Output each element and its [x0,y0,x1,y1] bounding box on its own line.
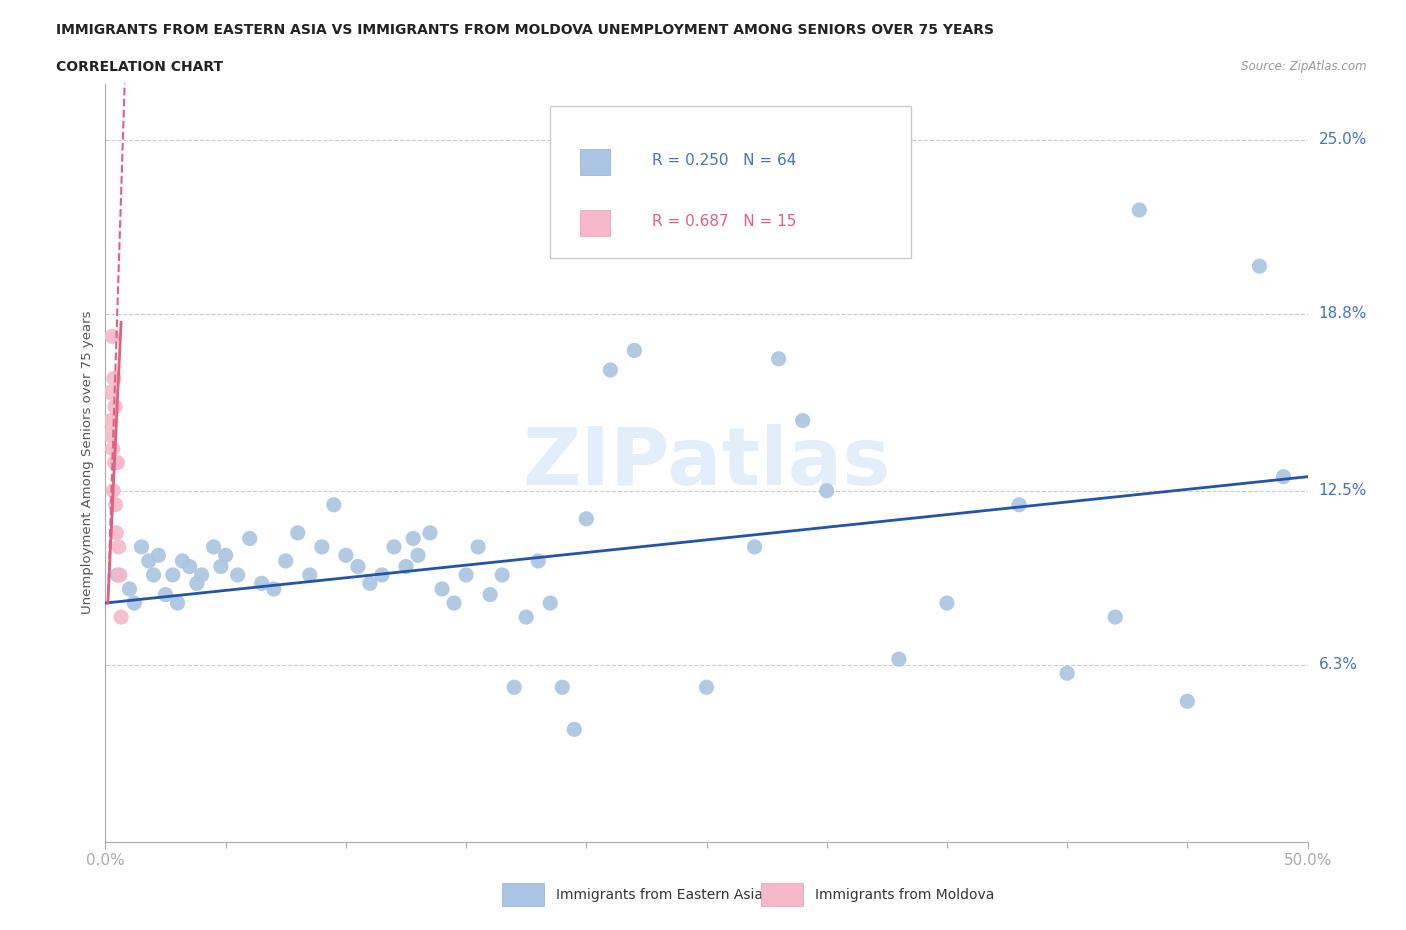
Point [124,595,146,610]
Point [101,329,124,344]
Point [1272,470,1295,485]
Point [467,539,489,554]
Point [936,595,959,610]
Point [1104,610,1126,625]
Point [172,553,194,568]
Point [479,587,502,602]
Point [103,456,125,471]
Point [108,567,131,582]
Point [1128,203,1150,218]
Point [696,680,718,695]
Point [103,371,125,386]
Point [110,610,132,625]
Point [538,595,561,610]
FancyBboxPatch shape [502,884,544,906]
Point [250,576,273,591]
Point [148,548,170,563]
Y-axis label: Unemployment Among Seniors over 75 years: Unemployment Among Seniors over 75 years [82,311,94,615]
Text: 18.8%: 18.8% [1319,306,1367,322]
Point [623,343,645,358]
Point [104,399,127,414]
FancyBboxPatch shape [550,106,911,258]
Point [335,548,357,563]
Point [1175,694,1198,709]
Point [142,567,165,582]
FancyBboxPatch shape [581,149,610,175]
Text: 6.3%: 6.3% [1319,658,1358,672]
Point [322,498,344,512]
Text: CORRELATION CHART: CORRELATION CHART [56,60,224,74]
Point [744,539,766,554]
Point [575,512,598,526]
Point [515,610,537,625]
Point [101,441,124,456]
Point [430,581,453,596]
Point [1008,498,1031,512]
Point [287,525,309,540]
Text: 25.0%: 25.0% [1319,132,1367,147]
Point [190,567,212,582]
Point [107,539,129,554]
Point [239,531,262,546]
Point [311,539,333,554]
Point [562,722,585,737]
Point [104,498,127,512]
Point [454,567,477,582]
Point [491,567,513,582]
Point [419,525,441,540]
Point [406,548,429,563]
Point [179,559,201,574]
Point [402,531,425,546]
Point [527,553,550,568]
Point [155,587,177,602]
Point [298,567,321,582]
Point [166,595,188,610]
Point [107,456,129,471]
Point [792,413,814,428]
Point [186,576,208,591]
Point [768,352,790,366]
Point [209,559,232,574]
Point [503,680,526,695]
Point [101,484,124,498]
Point [382,539,405,554]
Text: IMMIGRANTS FROM EASTERN ASIA VS IMMIGRANTS FROM MOLDOVA UNEMPLOYMENT AMONG SENIO: IMMIGRANTS FROM EASTERN ASIA VS IMMIGRAN… [56,23,994,37]
Point [98,385,121,400]
Point [100,413,122,428]
Point [107,567,129,582]
Point [226,567,249,582]
FancyBboxPatch shape [581,210,610,236]
Point [162,567,184,582]
Point [359,576,381,591]
Point [131,539,153,554]
Point [347,559,370,574]
Point [1249,259,1271,273]
Point [274,553,297,568]
Text: R = 0.250   N = 64: R = 0.250 N = 64 [652,153,797,168]
Point [263,581,285,596]
Point [815,484,838,498]
Point [105,525,128,540]
Point [599,363,621,378]
Text: ZIPatlas: ZIPatlas [523,424,890,501]
Text: R = 0.687   N = 15: R = 0.687 N = 15 [652,214,797,230]
Text: Immigrants from Moldova: Immigrants from Moldova [814,888,994,902]
Text: Source: ZipAtlas.com: Source: ZipAtlas.com [1241,60,1367,73]
Point [551,680,574,695]
Point [443,595,465,610]
Text: 12.5%: 12.5% [1319,484,1367,498]
FancyBboxPatch shape [761,884,803,906]
Point [1056,666,1078,681]
Point [118,581,141,596]
Point [395,559,418,574]
Point [98,427,121,442]
Point [371,567,394,582]
Point [202,539,225,554]
Point [214,548,236,563]
Point [138,553,160,568]
Text: Immigrants from Eastern Asia: Immigrants from Eastern Asia [557,888,763,902]
Point [887,652,910,667]
